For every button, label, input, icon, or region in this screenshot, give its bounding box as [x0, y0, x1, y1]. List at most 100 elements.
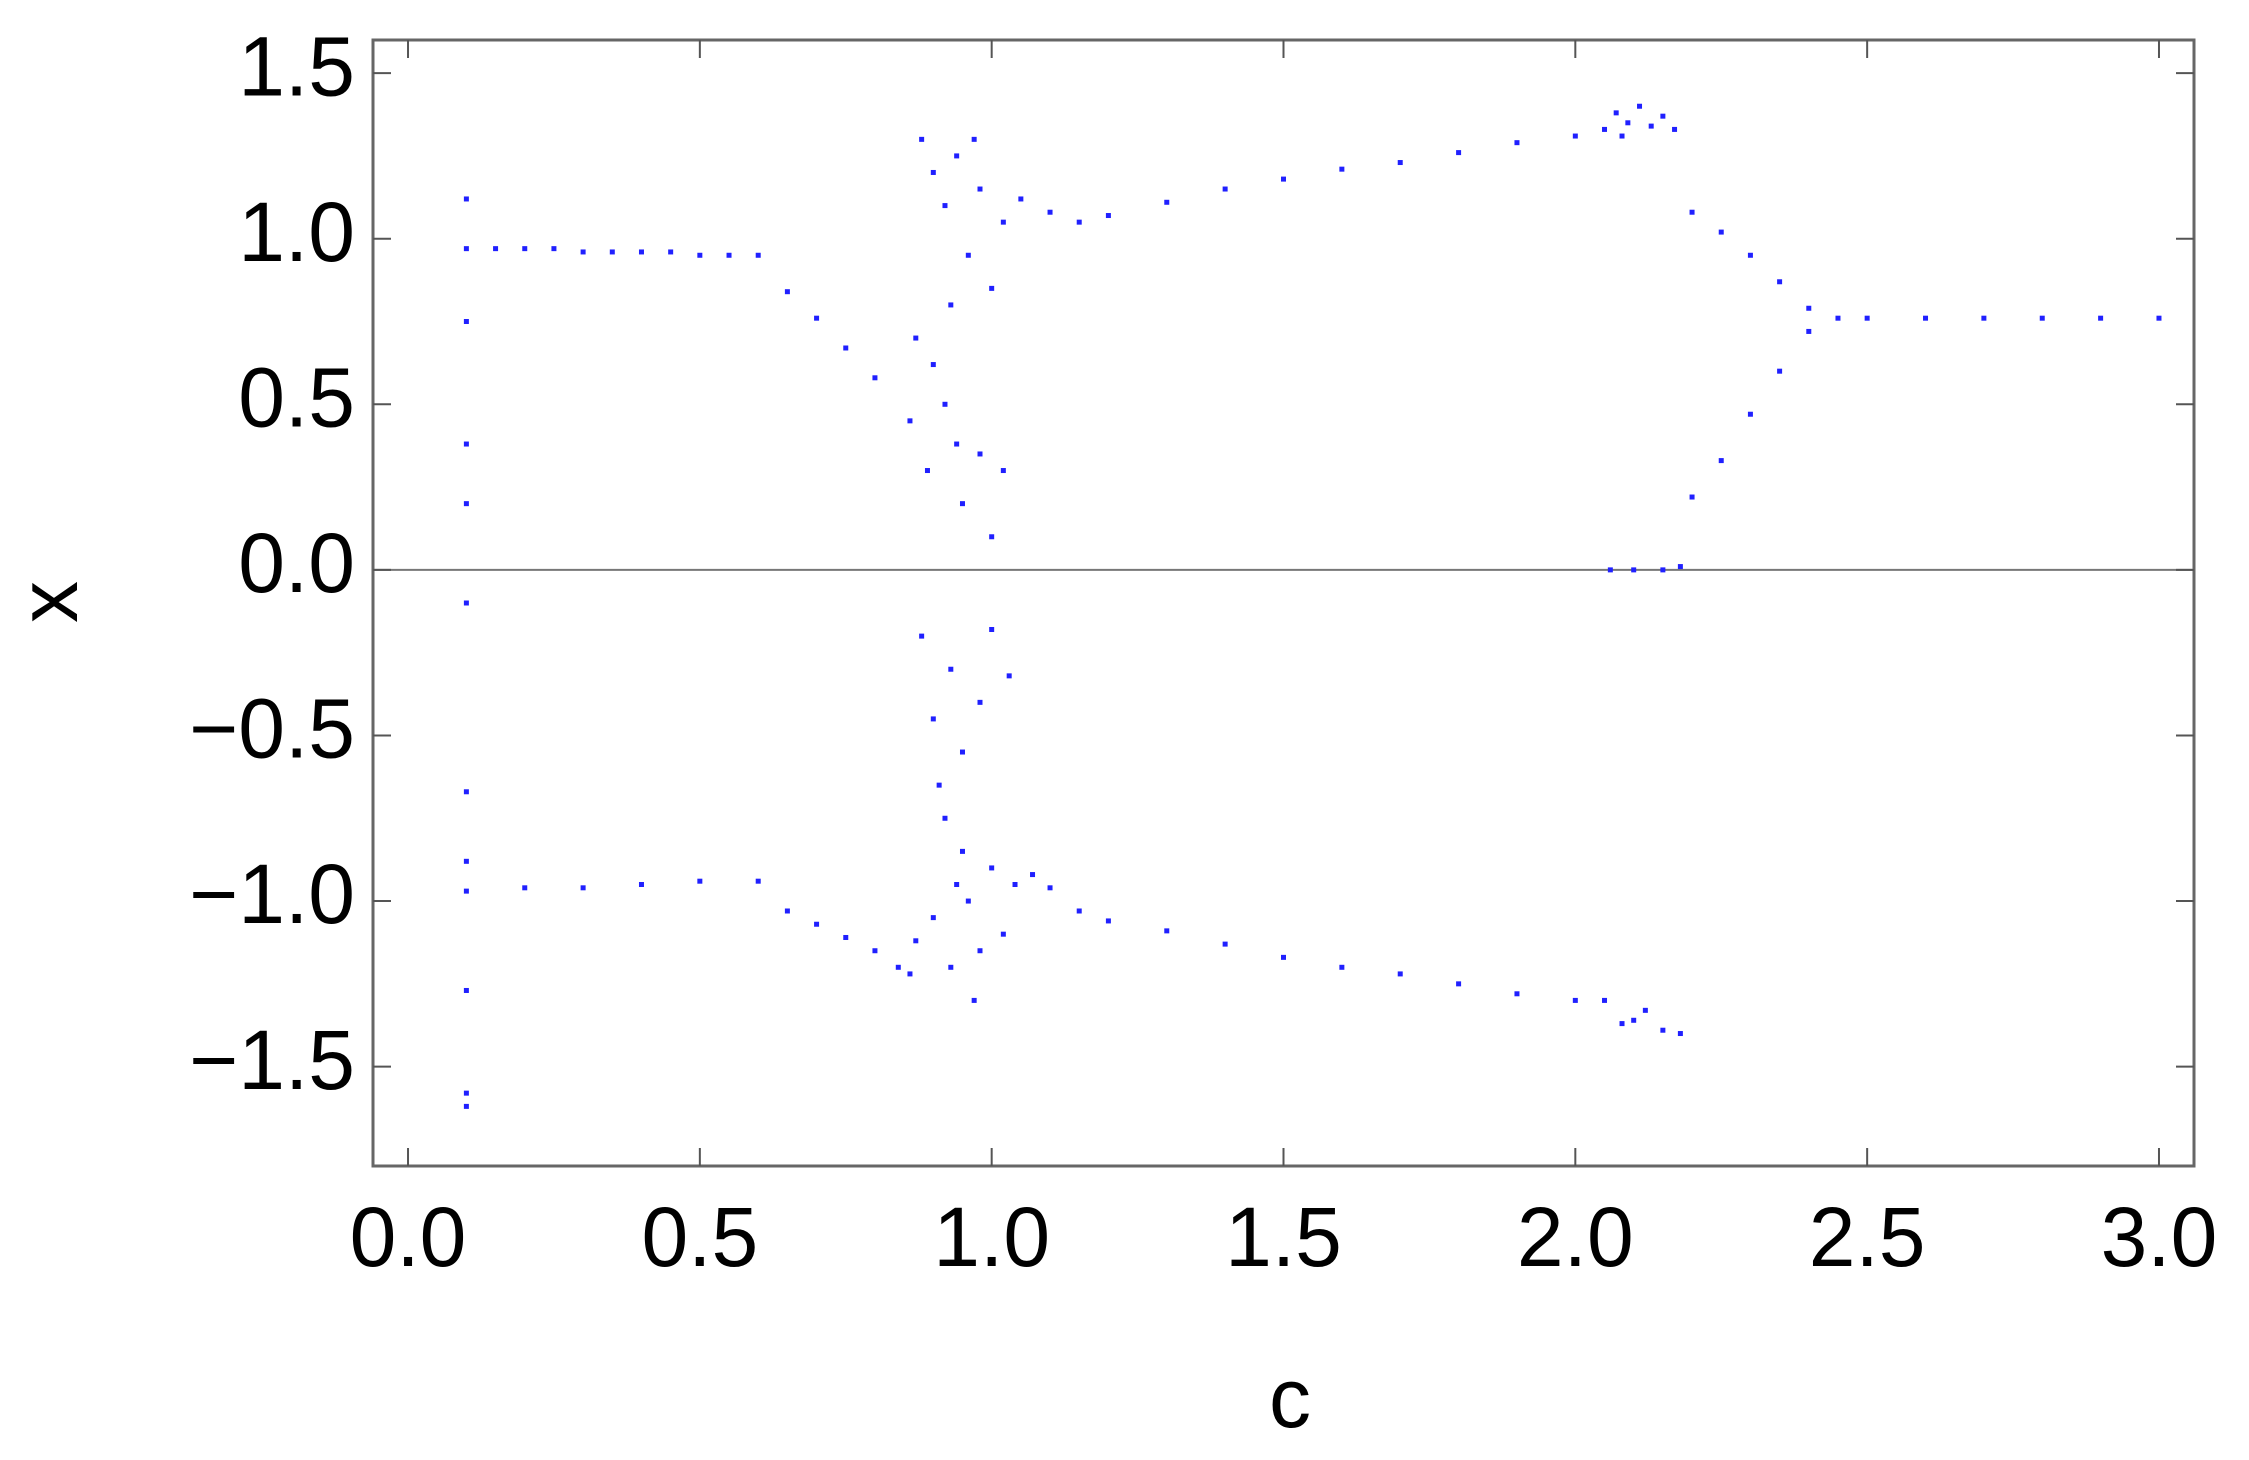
point	[1339, 166, 1345, 172]
point	[1689, 494, 1695, 500]
point	[1602, 997, 1608, 1003]
point	[872, 948, 878, 954]
point	[755, 252, 761, 258]
point	[930, 362, 936, 368]
point	[913, 938, 919, 944]
point	[930, 169, 936, 175]
point	[1164, 199, 1170, 205]
point	[872, 375, 878, 381]
point	[965, 252, 971, 258]
y-tick-label: −1.5	[189, 1013, 355, 1107]
x-tick-label: 1.0	[933, 1190, 1050, 1284]
point	[463, 987, 469, 993]
point	[2156, 315, 2162, 321]
point	[1339, 964, 1345, 970]
x-tick-label: 2.5	[1809, 1190, 1926, 1284]
point	[954, 153, 960, 159]
point	[1981, 315, 1987, 321]
x-tick-label: 1.5	[1225, 1190, 1342, 1284]
point	[1619, 1021, 1625, 1027]
point	[1637, 103, 1643, 109]
point	[1047, 885, 1053, 891]
point	[1222, 941, 1228, 947]
point	[755, 878, 761, 884]
y-axis-label: x	[1, 581, 95, 623]
point	[1222, 186, 1228, 192]
point	[1613, 110, 1619, 116]
point	[942, 401, 948, 407]
point	[1397, 971, 1403, 977]
y-tick-label: 0.0	[238, 516, 355, 610]
point	[814, 315, 820, 321]
point	[463, 789, 469, 795]
point	[1777, 368, 1783, 374]
point	[1281, 954, 1286, 960]
x-tick-label: 3.0	[2101, 1190, 2218, 1284]
point	[977, 699, 983, 705]
point	[971, 136, 977, 142]
point	[989, 534, 995, 540]
point	[493, 246, 499, 252]
point	[1000, 931, 1006, 937]
point	[1018, 196, 1024, 202]
point	[913, 335, 919, 341]
point	[977, 451, 983, 457]
point	[697, 252, 703, 258]
point	[907, 971, 913, 977]
x-axis-label: c	[1269, 1351, 1311, 1445]
point	[580, 249, 586, 255]
x-tick-label: 0.0	[350, 1190, 467, 1284]
point	[1006, 673, 1012, 679]
point	[463, 858, 469, 864]
point	[936, 782, 942, 788]
point	[1607, 567, 1613, 573]
point	[1864, 315, 1870, 321]
point	[1806, 305, 1812, 311]
point	[1806, 328, 1812, 334]
point	[977, 948, 983, 954]
point	[1397, 160, 1403, 166]
point	[1000, 468, 1006, 474]
point	[1456, 150, 1462, 156]
plot-frame	[371, 38, 2196, 1168]
point	[551, 246, 557, 252]
point	[1835, 315, 1841, 321]
point	[463, 441, 469, 447]
point	[784, 289, 790, 295]
point	[1012, 882, 1018, 887]
x-tick-label: 2.0	[1517, 1190, 1634, 1284]
point	[1631, 567, 1637, 573]
point	[463, 1090, 469, 1096]
point	[1923, 315, 1929, 321]
point	[609, 249, 615, 255]
point	[1689, 209, 1695, 215]
point	[463, 1103, 469, 1109]
point	[843, 934, 849, 940]
point	[1572, 133, 1578, 139]
point	[989, 626, 995, 632]
point	[784, 908, 790, 914]
point	[959, 749, 965, 755]
point	[522, 246, 528, 252]
point	[1456, 981, 1462, 987]
point	[463, 319, 469, 324]
point	[919, 136, 925, 142]
x-tick-label: 0.5	[641, 1190, 758, 1284]
point	[463, 501, 469, 507]
point	[1076, 219, 1082, 225]
point	[1625, 120, 1631, 126]
point	[1648, 123, 1654, 129]
point	[668, 249, 674, 255]
point	[930, 716, 936, 722]
point	[1572, 997, 1578, 1003]
point	[942, 203, 948, 209]
point	[907, 418, 913, 424]
point	[1105, 918, 1111, 924]
point	[1602, 126, 1608, 132]
point	[463, 888, 469, 894]
point	[814, 921, 820, 927]
point	[977, 186, 983, 192]
point	[959, 848, 965, 854]
